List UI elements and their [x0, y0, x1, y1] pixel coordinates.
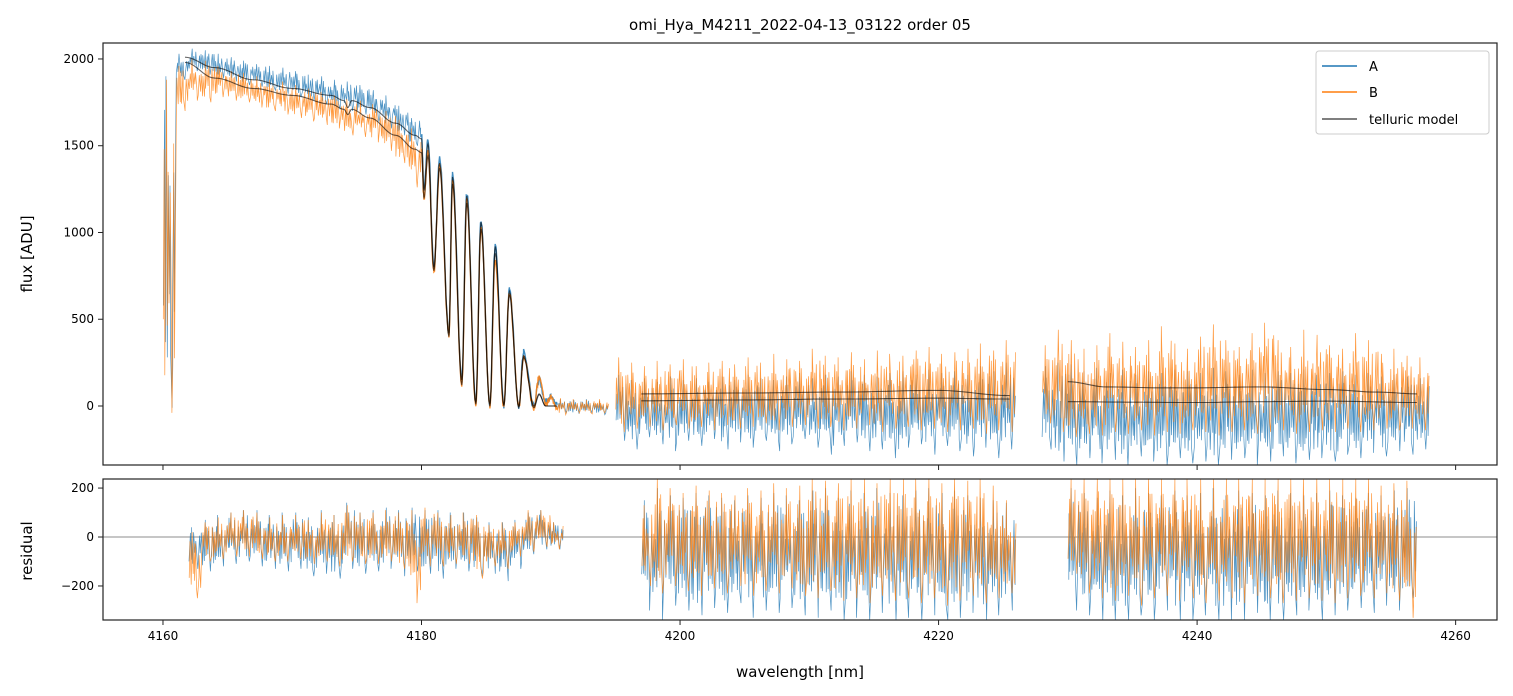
x-tick-label: 4160 [148, 629, 179, 643]
x-tick-label: 4180 [406, 629, 437, 643]
telluric-model-line [641, 397, 1010, 402]
telluric-model-line [641, 389, 1010, 397]
residual-series-b [188, 479, 1417, 618]
legend: A B telluric model [1315, 50, 1490, 135]
x-axis-label: wavelength [nm] [736, 663, 864, 681]
x-tick-label: 4220 [923, 629, 954, 643]
y-tick-label: −200 [61, 579, 94, 593]
y-tick-label: 2000 [63, 52, 94, 66]
flux-b-segment [615, 340, 1016, 434]
residual-b-segment [188, 505, 564, 604]
residual-plot-area [103, 479, 1497, 620]
flux-a-segment [163, 48, 422, 408]
y-tick-label: 500 [71, 312, 94, 326]
flux-series-b [162, 58, 1430, 438]
residual-axes-frame [102, 478, 1498, 621]
legend-label-a: A [1369, 60, 1378, 75]
flux-b-segment [1042, 322, 1430, 438]
chart-title: omi_Hya_M4211_2022-04-13_03122 order 05 [629, 16, 971, 35]
telluric-model-line [184, 61, 558, 410]
y-tick-label: 1500 [63, 139, 94, 153]
residual-a-segment [1068, 488, 1417, 620]
flux-axes-frame [102, 42, 1498, 466]
flux-a-segment [1041, 362, 1430, 465]
legend-box [1315, 50, 1490, 135]
x-tick-label: 4240 [1182, 629, 1213, 643]
flux-b-segment [557, 398, 610, 417]
y-tick-label: 0 [86, 530, 94, 544]
y-axis-label-flux: flux [ADU] [18, 215, 36, 292]
flux-plot-area [162, 48, 1430, 465]
x-tick-label: 4260 [1440, 629, 1471, 643]
telluric-model-line [184, 56, 558, 408]
flux-b-segment [162, 58, 422, 413]
residual-b-segment [641, 479, 1017, 606]
telluric-model-line [1067, 381, 1417, 395]
y-tick-label: 1000 [63, 225, 94, 239]
residual-b-segment [1067, 479, 1417, 618]
y-tick-label: 0 [86, 399, 94, 413]
flux-a-absorption-lines [420, 134, 558, 409]
y-axis-label-residual: residual [18, 521, 36, 580]
legend-label-telluric-model: telluric model [1369, 113, 1458, 128]
telluric-model-line [1067, 400, 1417, 404]
x-tick-label: 4200 [665, 629, 696, 643]
y-tick-label: 200 [71, 481, 94, 495]
legend-label-b: B [1369, 86, 1378, 101]
flux-series-a [163, 48, 1430, 465]
